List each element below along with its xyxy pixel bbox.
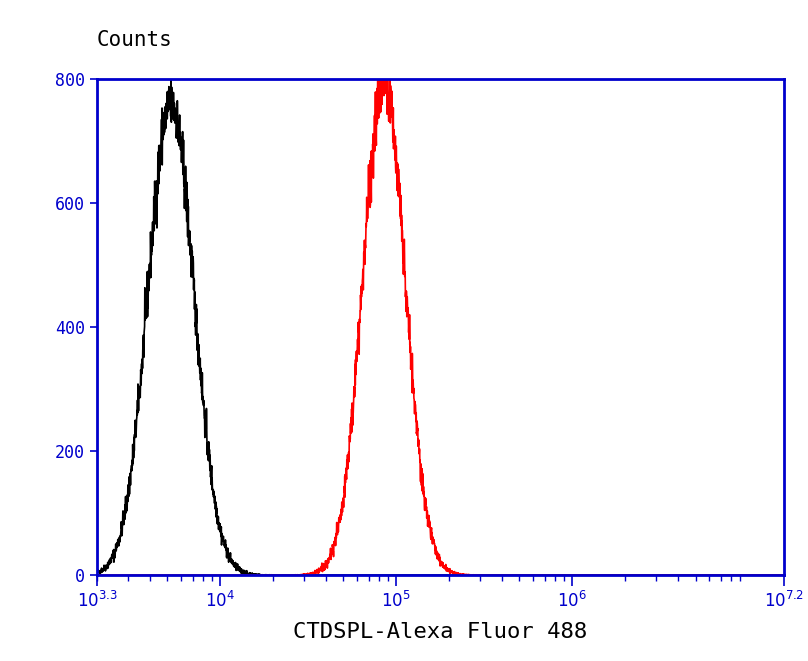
Text: Counts: Counts [97, 30, 173, 50]
X-axis label: CTDSPL-Alexa Fluor 488: CTDSPL-Alexa Fluor 488 [293, 622, 587, 642]
